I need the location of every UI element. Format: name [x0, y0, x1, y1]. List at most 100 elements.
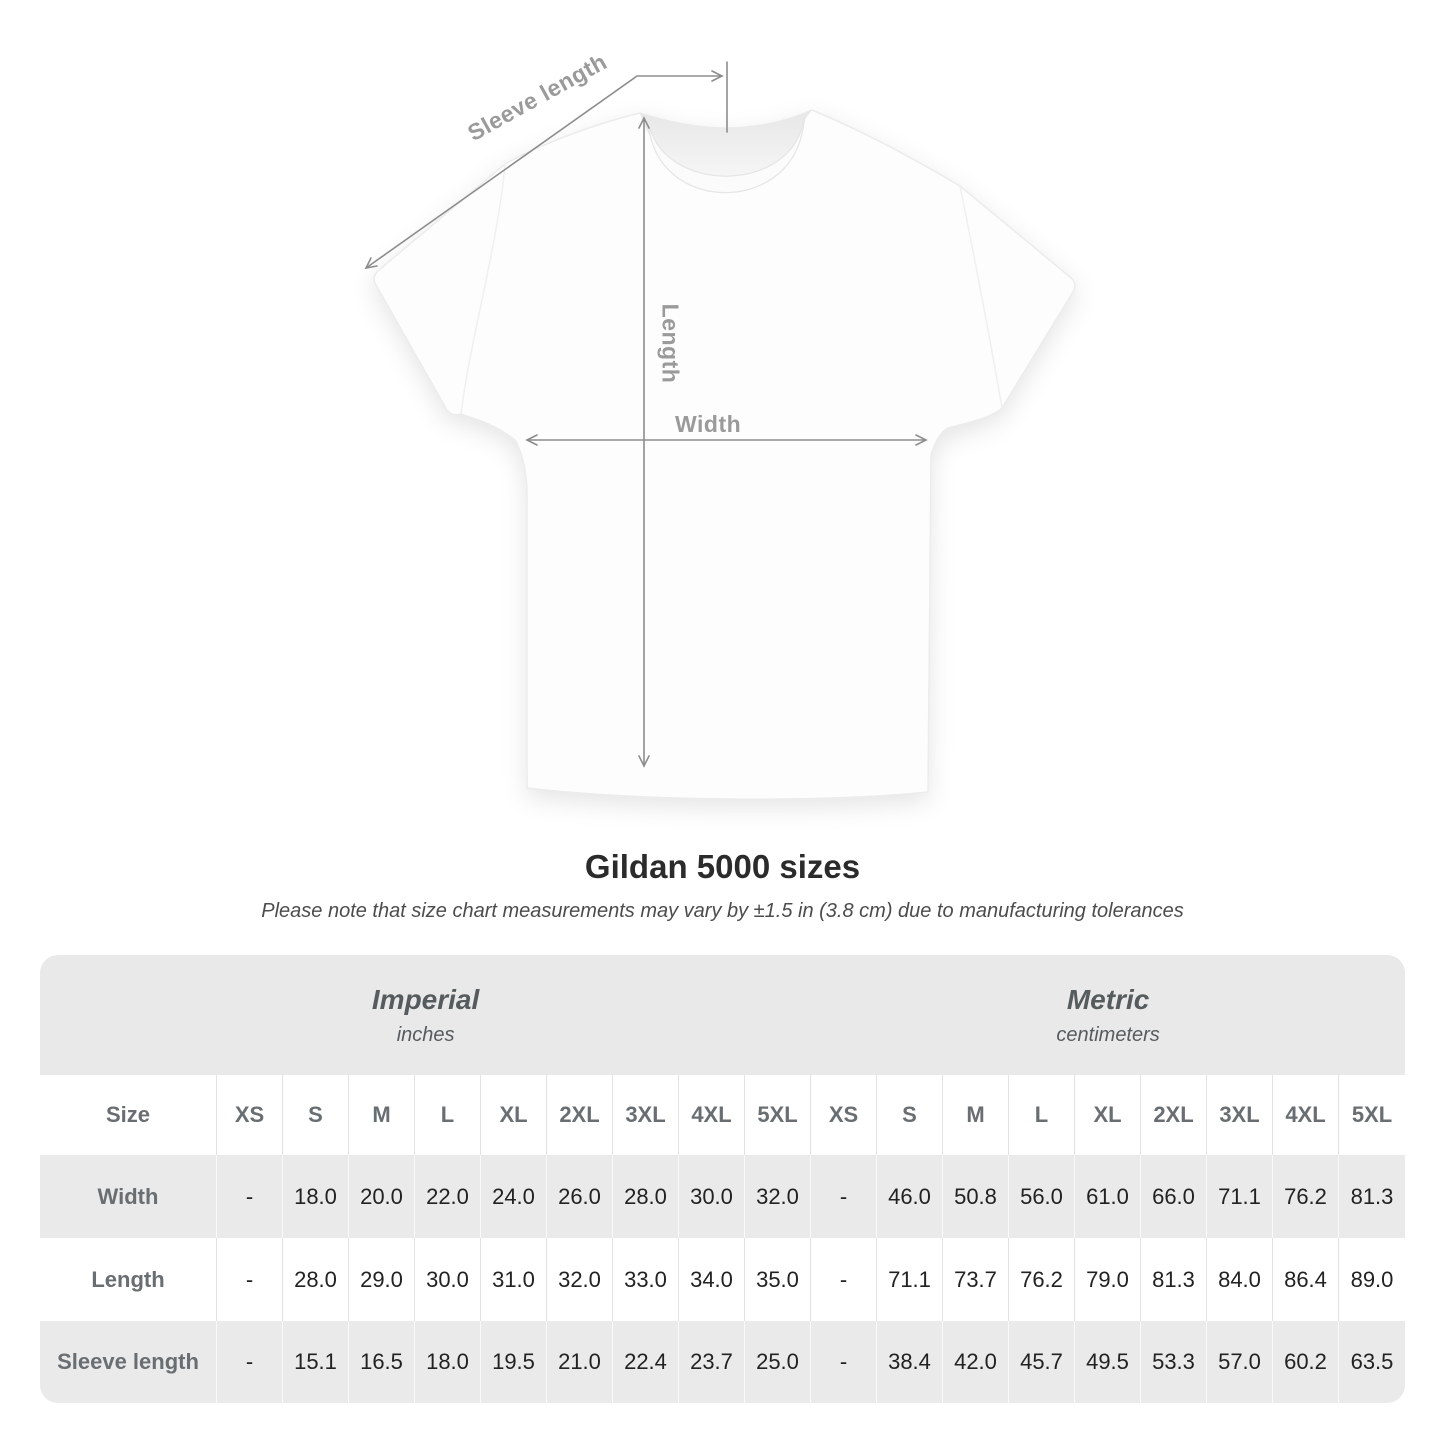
size-col-header-metric-5xl: 5XL [1339, 1075, 1405, 1155]
value-cell: 35.0 [745, 1238, 811, 1321]
size-col-header-metric-m: M [943, 1075, 1009, 1155]
value-cell: 76.2 [1273, 1155, 1339, 1238]
tshirt-measurement-diagram: Sleeve length Length Width [364, 48, 1076, 800]
metric-title: Metric [1066, 983, 1150, 1015]
size-col-header-metric-3xl: 3XL [1207, 1075, 1273, 1155]
value-cell: 60.2 [1273, 1321, 1339, 1403]
value-cell: 53.3 [1141, 1321, 1207, 1403]
value-cell: 33.0 [613, 1238, 679, 1321]
value-cell: 45.7 [1009, 1321, 1075, 1403]
size-col-header-imperial-4xl: 4XL [679, 1075, 745, 1155]
value-cell: 71.1 [1207, 1155, 1273, 1238]
value-cell: 24.0 [481, 1155, 547, 1238]
arrowhead-left-icon [525, 434, 538, 446]
value-cell: 28.0 [283, 1238, 349, 1321]
unit-header-band: Imperial inches Metric centimeters [40, 955, 1405, 1075]
value-cell: 71.1 [877, 1238, 943, 1321]
value-cell: 32.0 [547, 1238, 613, 1321]
tshirt-illustration [364, 61, 1076, 800]
value-cell: - [811, 1238, 877, 1321]
tshirt-shape [373, 109, 1076, 800]
value-cell: 28.0 [613, 1155, 679, 1238]
value-cell: 38.4 [877, 1321, 943, 1403]
size-chart-table: Imperial inches Metric centimeters Size X… [40, 955, 1405, 1403]
value-cell: 19.5 [481, 1321, 547, 1403]
arrowhead-up-icon [638, 116, 650, 129]
size-col-header-metric-xl: XL [1075, 1075, 1141, 1155]
size-col-header-imperial-xl: XL [481, 1075, 547, 1155]
size-col-header-imperial-2xl: 2XL [547, 1075, 613, 1155]
value-cell: 29.0 [349, 1238, 415, 1321]
value-cell: 32.0 [745, 1155, 811, 1238]
value-cell: 26.0 [547, 1155, 613, 1238]
value-cell: 50.8 [943, 1155, 1009, 1238]
row-label: Width [40, 1155, 217, 1238]
size-col-header-metric-4xl: 4XL [1273, 1075, 1339, 1155]
value-cell: 76.2 [1009, 1238, 1075, 1321]
value-cell: 56.0 [1009, 1155, 1075, 1238]
size-grid: Size XS S M L XL 2XL 3XL 4XL 5XL XS S M L XL 2XL 3XL 4XL 5… [40, 1075, 1405, 1403]
value-cell: 84.0 [1207, 1238, 1273, 1321]
size-col-header-metric-xs: XS [811, 1075, 877, 1155]
length-label: Length [657, 303, 684, 384]
size-col-header-metric-2xl: 2XL [1141, 1075, 1207, 1155]
imperial-unit: inches [396, 1023, 455, 1046]
arrowhead-right2-icon [915, 434, 928, 446]
value-cell: 25.0 [745, 1321, 811, 1403]
size-col-header-metric-s: S [877, 1075, 943, 1155]
value-cell: 42.0 [943, 1321, 1009, 1403]
value-cell: - [217, 1155, 283, 1238]
value-cell: 16.5 [349, 1321, 415, 1403]
value-cell: 73.7 [943, 1238, 1009, 1321]
value-cell: 86.4 [1273, 1238, 1339, 1321]
value-cell: 30.0 [415, 1238, 481, 1321]
value-cell: 30.0 [679, 1155, 745, 1238]
value-cell: 34.0 [679, 1238, 745, 1321]
value-cell: - [811, 1155, 877, 1238]
value-cell: 79.0 [1075, 1238, 1141, 1321]
value-cell: 31.0 [481, 1238, 547, 1321]
neck-opening [640, 110, 812, 178]
sleeve-length-line [365, 75, 723, 269]
metric-unit: centimeters [1056, 1023, 1160, 1046]
value-cell: 18.0 [283, 1155, 349, 1238]
arrowhead-right-icon [711, 70, 724, 82]
value-cell: 15.1 [283, 1321, 349, 1403]
value-cell: 22.0 [415, 1155, 481, 1238]
value-cell: 18.0 [415, 1321, 481, 1403]
value-cell: - [811, 1321, 877, 1403]
metric-header: Metric centimeters [811, 955, 1405, 1075]
imperial-header: Imperial inches [40, 955, 811, 1075]
value-cell: 81.3 [1339, 1155, 1405, 1238]
size-header: Size [40, 1075, 217, 1155]
dimension-lines [364, 61, 928, 768]
title-block: Gildan 5000 sizes Please note that size … [0, 848, 1445, 923]
value-cell: 57.0 [1207, 1321, 1273, 1403]
size-col-header-imperial-3xl: 3XL [613, 1075, 679, 1155]
size-col-header-imperial-m: M [349, 1075, 415, 1155]
row-label: Length [40, 1238, 217, 1321]
value-cell: 61.0 [1075, 1155, 1141, 1238]
imperial-title: Imperial [371, 983, 480, 1015]
value-cell: - [217, 1238, 283, 1321]
value-cell: - [217, 1321, 283, 1403]
value-cell: 66.0 [1141, 1155, 1207, 1238]
collar-band [647, 117, 805, 194]
arrowhead-down-icon [638, 755, 650, 768]
value-cell: 89.0 [1339, 1238, 1405, 1321]
value-cell: 81.3 [1141, 1238, 1207, 1321]
size-col-header-imperial-5xl: 5XL [745, 1075, 811, 1155]
value-cell: 46.0 [877, 1155, 943, 1238]
tolerance-note: Please note that size chart measurements… [261, 900, 1184, 922]
value-cell: 63.5 [1339, 1321, 1405, 1403]
arrowhead-down-left-icon [364, 257, 378, 270]
row-label: Sleeve length [40, 1321, 217, 1403]
page-title: Gildan 5000 sizes [584, 848, 861, 885]
value-cell: 21.0 [547, 1321, 613, 1403]
size-col-header-imperial-l: L [415, 1075, 481, 1155]
value-cell: 22.4 [613, 1321, 679, 1403]
size-col-header-imperial-s: S [283, 1075, 349, 1155]
value-cell: 20.0 [349, 1155, 415, 1238]
value-cell: 49.5 [1075, 1321, 1141, 1403]
width-label: Width [675, 411, 742, 437]
